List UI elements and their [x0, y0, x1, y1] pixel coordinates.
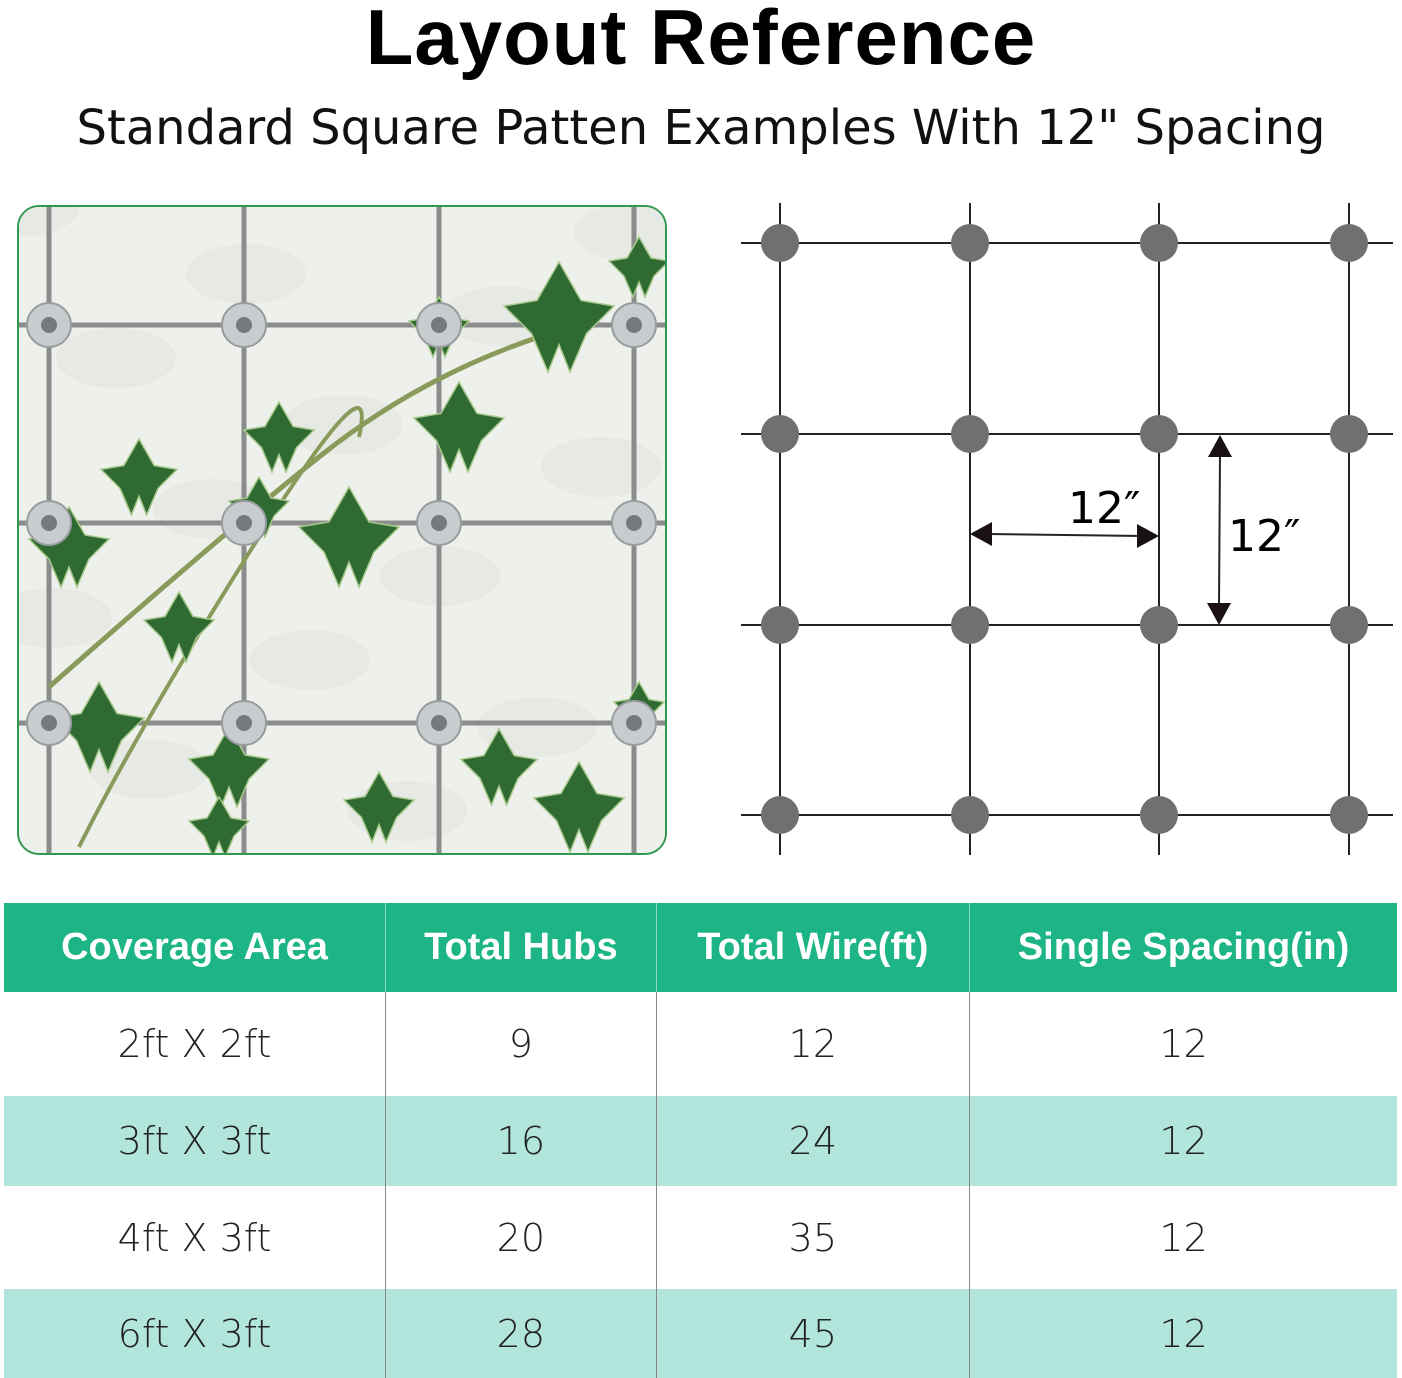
table-cell: 16 — [385, 1096, 657, 1186]
wall-texture — [19, 588, 112, 648]
hub-dot — [1140, 415, 1178, 453]
table-cell: 2ft X 2ft — [4, 992, 387, 1096]
ivy-leaf — [412, 380, 506, 474]
ivy-leaf — [187, 725, 271, 809]
ivy-trellis-photo — [17, 205, 667, 855]
hub-dot — [761, 606, 799, 644]
header-total-hubs: Total Hubs — [385, 903, 657, 992]
hub-screw — [41, 317, 57, 333]
hub-dot — [761, 415, 799, 453]
ivy-leaf — [607, 235, 665, 299]
table-cell: 35 — [656, 1186, 971, 1289]
table-cell: 24 — [656, 1096, 971, 1186]
table-row: 3ft X 3ft 16 24 12 — [4, 1096, 1397, 1186]
wall-texture — [89, 739, 209, 799]
wall-texture — [250, 630, 370, 690]
hub-dot — [951, 796, 989, 834]
ivy-leaf — [242, 400, 316, 474]
table-cell: 12 — [969, 992, 1397, 1096]
table-cell: 3ft X 3ft — [4, 1096, 387, 1186]
hub-dot — [1330, 415, 1368, 453]
hub-screw — [431, 715, 447, 731]
table-cell: 6ft X 3ft — [4, 1289, 387, 1378]
ivy-leaf — [532, 760, 626, 853]
hub-dot — [951, 224, 989, 262]
layout-table: Coverage Area Total Hubs Total Wire(ft) … — [4, 903, 1397, 1378]
hub-dot — [1140, 224, 1178, 262]
hub-dot — [1140, 796, 1178, 834]
arrow-down-icon — [1207, 603, 1231, 625]
ivy-leaf — [502, 260, 616, 374]
table-cell: 28 — [385, 1289, 657, 1378]
hub-dot — [761, 224, 799, 262]
header-coverage-area: Coverage Area — [4, 903, 387, 992]
arrow-right-icon — [1137, 524, 1159, 548]
hub-screw — [431, 515, 447, 531]
vertical-spacing-label: 12″ — [1228, 511, 1300, 562]
hub-screw — [236, 515, 252, 531]
horizontal-spacing-label: 12″ — [1068, 483, 1140, 534]
table-cell: 9 — [385, 992, 657, 1096]
table-row: 6ft X 3ft 28 45 12 — [4, 1289, 1397, 1378]
wall-texture — [56, 328, 176, 388]
table-cell: 45 — [656, 1289, 971, 1378]
table-cell: 20 — [385, 1186, 657, 1289]
ivy-leaf — [297, 485, 401, 589]
trellis-photo-image — [19, 207, 665, 853]
table-cell: 4ft X 3ft — [4, 1186, 387, 1289]
header-total-wire: Total Wire(ft) — [656, 903, 971, 992]
hub-screw — [626, 317, 642, 333]
ivy-leaf — [187, 795, 251, 853]
table-header-row: Coverage Area Total Hubs Total Wire(ft) … — [4, 903, 1397, 992]
table-row: 4ft X 3ft 20 35 12 — [4, 1186, 1397, 1289]
hub-dot — [951, 415, 989, 453]
hub-dot — [951, 606, 989, 644]
hub-screw — [41, 715, 57, 731]
spacing-diagram: 12″ 12″ — [741, 203, 1393, 855]
table-cell: 12 — [656, 992, 971, 1096]
wall-texture — [541, 437, 661, 497]
vine-stem — [47, 334, 540, 689]
ivy-leaf — [459, 727, 539, 807]
hub-screw — [41, 515, 57, 531]
header-single-spacing: Single Spacing(in) — [969, 903, 1397, 992]
hub-screw — [431, 317, 447, 333]
page-subtitle: Standard Square Patten Examples With 12"… — [76, 100, 1326, 156]
page-title: Layout Reference — [365, 0, 1037, 81]
table-row: 2ft X 2ft 9 12 12 — [4, 992, 1397, 1096]
arrow-left-icon — [970, 522, 992, 546]
hub-dot — [1330, 606, 1368, 644]
table-cell: 12 — [969, 1096, 1397, 1186]
hub-dot — [1330, 796, 1368, 834]
hub-dot — [761, 796, 799, 834]
ivy-leaf — [342, 770, 416, 844]
ivy-leaf — [99, 437, 179, 517]
wall-texture — [283, 395, 403, 455]
vertical-dimension-line — [1218, 452, 1221, 608]
ivy-leaf — [142, 590, 216, 664]
hub-screw — [236, 317, 252, 333]
table-cell: 12 — [969, 1289, 1397, 1378]
hub-dot — [1330, 224, 1368, 262]
hub-screw — [626, 515, 642, 531]
horizontal-dimension-line — [987, 533, 1143, 537]
hub-dot — [1140, 606, 1178, 644]
arrow-up-icon — [1208, 435, 1232, 457]
hub-screw — [236, 715, 252, 731]
hub-screw — [626, 715, 642, 731]
table-cell: 12 — [969, 1186, 1397, 1289]
